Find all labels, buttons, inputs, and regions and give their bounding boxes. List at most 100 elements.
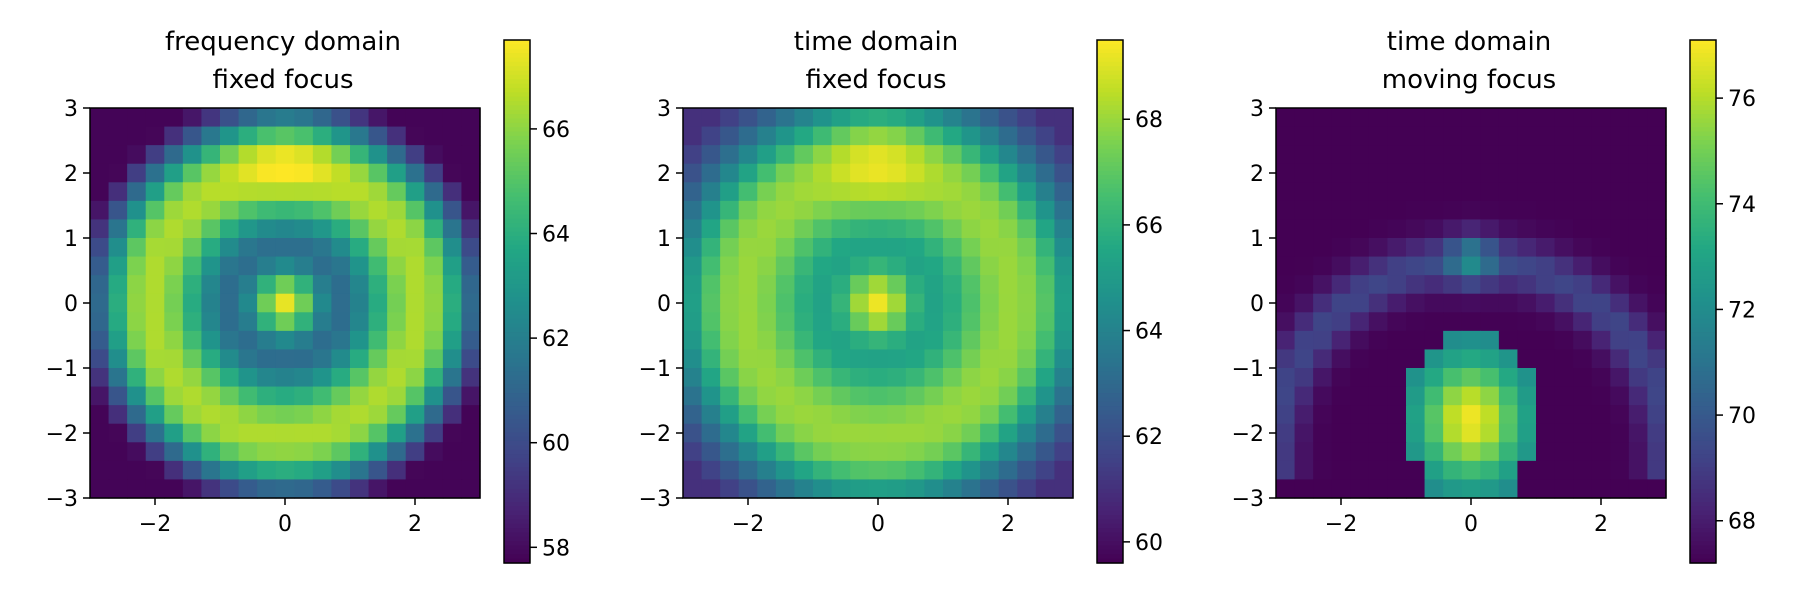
heatmap-cell	[1331, 312, 1351, 332]
heatmap-cell	[424, 405, 444, 425]
heatmap-cell	[294, 256, 314, 276]
heatmap-cell	[1628, 349, 1649, 369]
heatmap-cell	[220, 479, 240, 499]
heatmap-cell	[1498, 108, 1519, 128]
colorbar-segment	[504, 66, 530, 72]
heatmap-cell	[164, 182, 184, 202]
heatmap-cell	[275, 442, 295, 462]
heatmap-cell	[794, 238, 814, 258]
colorbar-segment	[1097, 249, 1123, 255]
colorbar-segment	[504, 314, 530, 320]
heatmap-cell	[331, 330, 351, 351]
heatmap-cell	[980, 163, 1000, 183]
colorbar-segment	[1097, 310, 1123, 316]
heatmap-cell	[1017, 349, 1037, 369]
heatmap-cell	[720, 126, 740, 146]
colorbar-segment	[1097, 162, 1123, 167]
heatmap-cell	[368, 460, 388, 481]
heatmap-cell	[813, 219, 833, 239]
heatmap-cell	[405, 479, 425, 499]
x-tick-label: −2	[139, 512, 171, 537]
heatmap-cell	[257, 108, 277, 128]
heatmap-cell	[387, 126, 407, 146]
heatmap-cell	[1387, 423, 1407, 443]
heatmap-cell	[1536, 423, 1556, 443]
heatmap-cell	[1517, 275, 1537, 295]
heatmap-cell	[813, 256, 833, 276]
colorbar-segment	[1690, 310, 1716, 316]
heatmap-cell	[1294, 200, 1314, 221]
y-tick-label: 1	[1250, 227, 1264, 252]
colorbar-segment	[1097, 471, 1123, 477]
heatmap-cell	[1331, 108, 1351, 128]
heatmap-cell	[998, 163, 1018, 183]
heatmap-cell	[424, 460, 444, 481]
heatmap-cell	[1406, 275, 1426, 295]
heatmap-cell	[387, 275, 407, 295]
heatmap-cell	[182, 126, 203, 146]
colorbar-segment	[1690, 223, 1716, 229]
heatmap-cell	[1054, 256, 1074, 276]
heatmap-cell	[1350, 423, 1370, 443]
heatmap-cell	[1536, 330, 1556, 351]
heatmap-cell	[1368, 238, 1389, 258]
colorbar-segment	[1690, 366, 1716, 372]
colorbar-segment	[504, 40, 530, 45]
heatmap-cell	[720, 423, 740, 443]
heatmap-cell	[813, 200, 833, 221]
heatmap-cell	[1424, 256, 1444, 276]
heatmap-cell	[924, 386, 944, 406]
heatmap-cell	[387, 182, 407, 202]
heatmap-cell	[1276, 368, 1296, 388]
heatmap-cell	[757, 460, 777, 481]
colorbar-segment	[504, 166, 530, 172]
colorbar-segment	[1690, 393, 1716, 398]
heatmap-cell	[1406, 293, 1426, 313]
colorbar-segment	[1690, 305, 1716, 311]
colorbar-segment	[1690, 270, 1716, 276]
heatmap-cell	[738, 479, 758, 499]
heatmap-cell	[905, 293, 926, 313]
heatmap-cell	[1035, 423, 1056, 443]
y-tick-label: 2	[1250, 162, 1264, 187]
heatmap-cell	[1054, 163, 1074, 183]
heatmap-cell	[1017, 386, 1037, 406]
heatmap-cell	[1331, 256, 1351, 276]
colorbar-segment	[504, 144, 530, 150]
heatmap-cell	[1498, 479, 1519, 499]
heatmap-cell	[701, 182, 721, 202]
heatmap-cell	[998, 479, 1018, 499]
colorbar-segment	[1690, 179, 1716, 185]
heatmap-cell	[868, 163, 888, 183]
colorbar-segment	[1690, 318, 1716, 324]
heatmap-cell	[1610, 145, 1630, 165]
heatmap-cell	[813, 293, 833, 313]
heatmap-cell	[850, 238, 870, 258]
colorbar-segment	[504, 532, 530, 538]
heatmap-cell	[220, 126, 240, 146]
heatmap-cell	[1331, 330, 1351, 351]
heatmap-cell	[405, 312, 425, 332]
colorbar-segment	[504, 305, 530, 311]
heatmap-cell	[90, 238, 110, 258]
heatmap-cell	[108, 479, 128, 499]
colorbar-segment	[1097, 127, 1123, 133]
heatmap-cell	[831, 349, 851, 369]
heatmap-cell	[368, 293, 388, 313]
heatmap-cell	[1628, 200, 1649, 221]
heatmap-cell	[1610, 163, 1630, 183]
colorbar-frame	[1689, 39, 1717, 564]
heatmap-cell	[108, 163, 128, 183]
heatmap-cell	[108, 256, 128, 276]
panel-title-line-2: fixed focus	[805, 65, 946, 95]
heatmap-cell	[201, 293, 221, 313]
heatmap-cell	[924, 460, 944, 481]
colorbar-segment	[504, 379, 530, 385]
heatmap-cell	[312, 275, 333, 295]
colorbar-segment	[1690, 501, 1716, 507]
heatmap-cell	[943, 442, 963, 462]
heatmap-cell	[275, 275, 295, 295]
heatmap-cell	[257, 219, 277, 239]
heatmap-cell	[887, 386, 907, 406]
colorbar-segment	[1097, 501, 1123, 507]
